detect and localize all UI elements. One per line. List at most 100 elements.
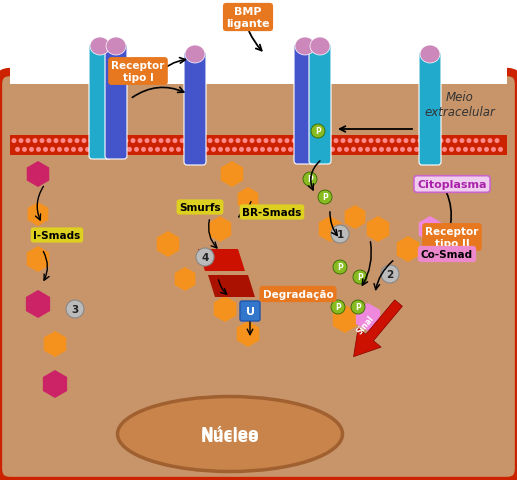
- Circle shape: [221, 139, 226, 144]
- Circle shape: [288, 147, 293, 153]
- Circle shape: [298, 139, 303, 144]
- Ellipse shape: [295, 38, 315, 56]
- Circle shape: [355, 139, 359, 144]
- Circle shape: [207, 139, 212, 144]
- Bar: [10, 0, 507, 85]
- Circle shape: [379, 147, 384, 153]
- Text: P: P: [315, 127, 321, 136]
- Circle shape: [155, 147, 160, 153]
- Polygon shape: [354, 300, 402, 357]
- Circle shape: [446, 139, 450, 144]
- Circle shape: [449, 147, 454, 153]
- Circle shape: [148, 147, 153, 153]
- Circle shape: [397, 139, 402, 144]
- Circle shape: [57, 147, 62, 153]
- Circle shape: [144, 139, 149, 144]
- Polygon shape: [419, 216, 441, 242]
- Circle shape: [318, 191, 332, 204]
- Circle shape: [341, 139, 345, 144]
- Text: Receptor
tipo I: Receptor tipo I: [111, 61, 165, 83]
- Polygon shape: [397, 237, 419, 263]
- Circle shape: [116, 139, 121, 144]
- Circle shape: [43, 147, 48, 153]
- Ellipse shape: [420, 46, 440, 64]
- Circle shape: [323, 147, 328, 153]
- Ellipse shape: [90, 38, 110, 56]
- Circle shape: [22, 147, 27, 153]
- Text: U: U: [246, 306, 254, 316]
- Circle shape: [82, 139, 86, 144]
- Ellipse shape: [117, 396, 342, 471]
- Polygon shape: [26, 290, 50, 318]
- Text: P: P: [322, 193, 328, 202]
- Text: P: P: [357, 273, 363, 282]
- Circle shape: [421, 147, 426, 153]
- Polygon shape: [27, 162, 49, 188]
- Circle shape: [169, 147, 174, 153]
- Circle shape: [232, 147, 237, 153]
- Circle shape: [337, 147, 342, 153]
- Circle shape: [309, 147, 314, 153]
- Circle shape: [39, 139, 44, 144]
- Circle shape: [403, 139, 408, 144]
- Circle shape: [78, 147, 83, 153]
- Polygon shape: [44, 331, 66, 357]
- Circle shape: [344, 147, 349, 153]
- Ellipse shape: [106, 38, 126, 56]
- Polygon shape: [209, 216, 231, 242]
- Polygon shape: [345, 205, 366, 229]
- Circle shape: [218, 147, 223, 153]
- Circle shape: [120, 147, 125, 153]
- Circle shape: [381, 265, 399, 283]
- Circle shape: [389, 139, 394, 144]
- Circle shape: [246, 147, 251, 153]
- Circle shape: [400, 147, 405, 153]
- Circle shape: [250, 139, 254, 144]
- Circle shape: [99, 147, 104, 153]
- Circle shape: [88, 139, 94, 144]
- Polygon shape: [356, 303, 380, 331]
- Circle shape: [484, 147, 489, 153]
- Circle shape: [141, 147, 146, 153]
- Circle shape: [302, 147, 307, 153]
- Circle shape: [292, 139, 297, 144]
- Circle shape: [333, 139, 339, 144]
- Circle shape: [351, 300, 365, 314]
- Circle shape: [393, 147, 398, 153]
- Circle shape: [260, 147, 265, 153]
- Circle shape: [130, 139, 135, 144]
- Circle shape: [66, 300, 84, 318]
- Text: 1: 1: [337, 229, 344, 240]
- Circle shape: [327, 139, 331, 144]
- Circle shape: [320, 139, 325, 144]
- Polygon shape: [157, 231, 179, 257]
- Circle shape: [284, 139, 290, 144]
- Circle shape: [306, 139, 311, 144]
- Circle shape: [106, 147, 111, 153]
- Text: Núcleo: Núcleo: [201, 430, 259, 444]
- Circle shape: [474, 139, 479, 144]
- Circle shape: [498, 147, 503, 153]
- Circle shape: [365, 147, 370, 153]
- Circle shape: [418, 139, 422, 144]
- Circle shape: [64, 147, 69, 153]
- Circle shape: [351, 147, 356, 153]
- Circle shape: [71, 147, 76, 153]
- Circle shape: [477, 147, 482, 153]
- FancyBboxPatch shape: [0, 73, 517, 480]
- Circle shape: [428, 147, 433, 153]
- Circle shape: [407, 147, 412, 153]
- Polygon shape: [214, 296, 236, 323]
- Circle shape: [173, 139, 177, 144]
- Circle shape: [11, 139, 17, 144]
- Circle shape: [438, 139, 444, 144]
- Circle shape: [176, 147, 181, 153]
- Circle shape: [480, 139, 485, 144]
- FancyBboxPatch shape: [309, 44, 331, 165]
- Text: Co-Smad: Co-Smad: [421, 250, 473, 260]
- Text: Degradação: Degradação: [263, 289, 333, 300]
- Circle shape: [460, 139, 464, 144]
- Text: Receptor
tipo II: Receptor tipo II: [425, 227, 479, 248]
- Circle shape: [110, 139, 114, 144]
- Circle shape: [414, 147, 419, 153]
